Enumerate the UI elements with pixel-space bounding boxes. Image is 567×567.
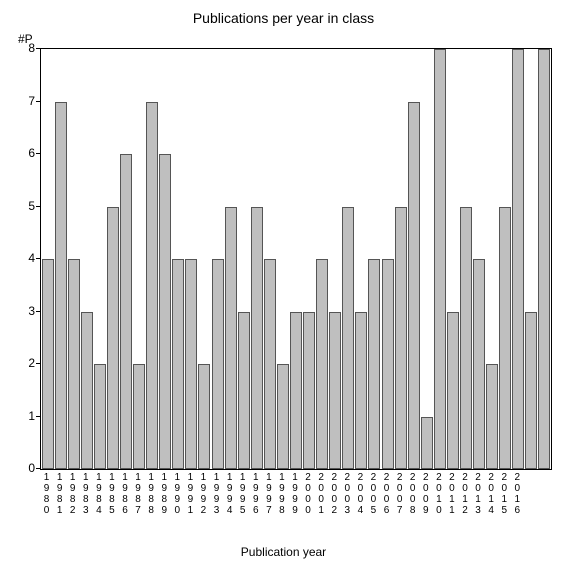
ytick-label: 2 (15, 356, 35, 370)
xtick-label: 1990 (173, 472, 181, 516)
bar (512, 49, 524, 469)
bar (238, 312, 250, 470)
bar (107, 207, 119, 470)
xtick-label: 2000 (304, 472, 312, 516)
bar (395, 207, 407, 470)
xtick-label: 2008 (409, 472, 417, 516)
ytick-mark (36, 311, 40, 312)
xtick-label: 1995 (239, 472, 247, 516)
bar (538, 49, 550, 469)
ytick-mark (36, 101, 40, 102)
bar (94, 364, 106, 469)
bar (421, 417, 433, 470)
xtick-label: 1983 (82, 472, 90, 516)
bar (251, 207, 263, 470)
xtick-label: 1981 (56, 472, 64, 516)
bar (486, 364, 498, 469)
ytick-label: 0 (15, 461, 35, 475)
ytick-mark (36, 468, 40, 469)
ytick-mark (36, 363, 40, 364)
xtick-label: 2014 (487, 472, 495, 516)
bar (525, 312, 537, 470)
bar (355, 312, 367, 470)
bar (408, 102, 420, 470)
xtick-label: 2006 (383, 472, 391, 516)
xtick-label: 1993 (213, 472, 221, 516)
bar (185, 259, 197, 469)
ytick-mark (36, 153, 40, 154)
bar (159, 154, 171, 469)
xtick-label: 2010 (435, 472, 443, 516)
xtick-label: 2016 (513, 472, 521, 516)
bar (212, 259, 224, 469)
bar (303, 312, 315, 470)
bar (55, 102, 67, 470)
xtick-label: 1985 (108, 472, 116, 516)
ytick-mark (36, 48, 40, 49)
ytick-label: 6 (15, 146, 35, 160)
xtick-label: 1986 (121, 472, 129, 516)
bar (342, 207, 354, 470)
plot-area (40, 48, 552, 470)
xtick-label: 2013 (474, 472, 482, 516)
ytick-label: 8 (15, 41, 35, 55)
bar (368, 259, 380, 469)
xtick-label: 2007 (396, 472, 404, 516)
xtick-label: 2003 (343, 472, 351, 516)
xtick-label: 2001 (317, 472, 325, 516)
bar (460, 207, 472, 470)
bar (290, 312, 302, 470)
chart-title: Publications per year in class (0, 10, 567, 26)
xtick-label: 1996 (252, 472, 260, 516)
xtick-label: 1994 (226, 472, 234, 516)
xtick-label: 2004 (356, 472, 364, 516)
bar (146, 102, 158, 470)
xtick-label: 1991 (186, 472, 194, 516)
bar (382, 259, 394, 469)
bar (198, 364, 210, 469)
bar (42, 259, 54, 469)
xtick-label: 2002 (330, 472, 338, 516)
bar (225, 207, 237, 470)
xtick-label: 1999 (291, 472, 299, 516)
xtick-label: 1988 (147, 472, 155, 516)
xtick-label: 1997 (265, 472, 273, 516)
bar (473, 259, 485, 469)
ytick-label: 4 (15, 251, 35, 265)
ytick-label: 5 (15, 199, 35, 213)
bar (316, 259, 328, 469)
xtick-label: 1980 (43, 472, 51, 516)
bar (447, 312, 459, 470)
xtick-label: 2015 (500, 472, 508, 516)
bar (499, 207, 511, 470)
xtick-label: 1998 (278, 472, 286, 516)
bar (133, 364, 145, 469)
bar (329, 312, 341, 470)
chart-container: Publications per year in class #P Public… (0, 0, 567, 567)
xtick-label: 1984 (95, 472, 103, 516)
xtick-label: 2009 (422, 472, 430, 516)
xtick-label: 1989 (160, 472, 168, 516)
bar (120, 154, 132, 469)
bar (68, 259, 80, 469)
bar (277, 364, 289, 469)
xtick-label: 2005 (369, 472, 377, 516)
xtick-label: 2011 (448, 472, 456, 516)
bar (81, 312, 93, 470)
ytick-label: 3 (15, 304, 35, 318)
xtick-label: 1982 (69, 472, 77, 516)
ytick-label: 7 (15, 94, 35, 108)
bar (434, 49, 446, 469)
ytick-label: 1 (15, 409, 35, 423)
ytick-mark (36, 206, 40, 207)
xtick-label: 1992 (199, 472, 207, 516)
ytick-mark (36, 258, 40, 259)
ytick-mark (36, 416, 40, 417)
xtick-label: 1987 (134, 472, 142, 516)
bar (172, 259, 184, 469)
xtick-label: 2012 (461, 472, 469, 516)
x-axis-label: Publication year (0, 545, 567, 559)
bar (264, 259, 276, 469)
